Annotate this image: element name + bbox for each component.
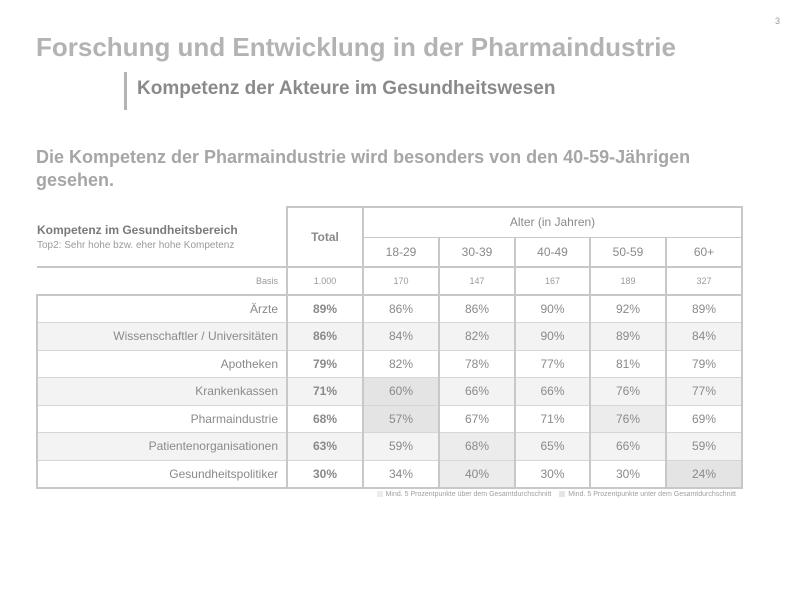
basis-value: 170 (363, 266, 440, 296)
row-value: 65% (515, 432, 591, 460)
row-value: 40% (439, 459, 516, 489)
table-row: Gesundheitspolitiker 30% 34% 40% 30% 30% 24% (36, 459, 743, 489)
table-row: Ärzte 89% 86% 86% 90% 92% 89% (36, 294, 743, 323)
age-group-label: 30-39 (439, 236, 516, 268)
row-total: 63% (286, 432, 364, 460)
row-label: Wissenschaftler / Universitäten (36, 322, 287, 350)
age-group-label: 60+ (666, 236, 743, 268)
table-row: Wissenschaftler / Universitäten 86% 84% 82%… (36, 322, 743, 350)
page-title: Forschung und Entwicklung in der Pharmai… (36, 32, 676, 62)
row-value: 76% (590, 377, 667, 405)
row-value: 79% (666, 349, 743, 378)
row-value: 59% (363, 432, 440, 460)
row-value: 89% (666, 294, 743, 323)
row-value: 76% (590, 404, 667, 433)
row-value: 71% (515, 404, 591, 433)
basis-row: Basis 1.000 170 147 167 189 327 (37, 266, 743, 296)
row-total: 79% (286, 349, 364, 378)
row-label: Gesundheitspolitiker (36, 459, 287, 489)
row-value: 57% (363, 404, 440, 433)
row-label: Krankenkassen (36, 377, 287, 405)
row-value: 84% (363, 322, 440, 350)
row-label: Apotheken (36, 349, 287, 378)
age-group-label: 18-29 (363, 236, 440, 268)
row-value: 66% (439, 377, 516, 405)
basis-value: 147 (439, 266, 516, 296)
page-subtitle: Kompetenz der Akteure im Gesundheitswese… (137, 78, 556, 99)
row-value: 66% (515, 377, 591, 405)
row-value: 68% (439, 432, 516, 460)
table-row: Patientenorganisationen 63% 59% 68% 65% 66% 59… (36, 432, 743, 460)
basis-total: 1.000 (286, 266, 364, 296)
row-value: 24% (666, 459, 743, 489)
row-value: 82% (363, 349, 440, 378)
table-row: Pharmaindustrie 68% 57% 67% 71% 76% 69% (36, 404, 743, 433)
basis-label: Basis (37, 266, 287, 296)
basis-value: 189 (590, 266, 667, 296)
age-group-label: 40-49 (515, 236, 591, 268)
age-group-label: 50-59 (590, 236, 667, 268)
age-group-header: Alter (in Jahren) (363, 206, 743, 238)
table-row: Apotheken 79% 82% 78% 77% 81% 79% (36, 349, 743, 378)
page-number: 3 (774, 16, 780, 26)
row-label: Pharmaindustrie (36, 404, 287, 433)
row-total: 86% (286, 322, 364, 350)
row-value: 69% (666, 404, 743, 433)
row-label: Patientenorganisationen (36, 432, 287, 460)
row-value: 84% (666, 322, 743, 350)
legend: Mind. 5 Prozentpunkte über dem Gesamtdur… (376, 491, 736, 498)
row-value: 86% (439, 294, 516, 323)
row-value: 34% (363, 459, 440, 489)
row-value: 30% (515, 459, 591, 489)
table-metric-header: Kompetenz im Gesundheitsbereich Top2: Se… (37, 207, 287, 267)
row-total: 71% (286, 377, 364, 405)
age-groups-row: 18-29 30-39 40-49 50-59 60+ (37, 236, 743, 268)
row-label: Ärzte (36, 294, 287, 323)
basis-value: 167 (515, 266, 591, 296)
below-average-swatch (559, 491, 566, 498)
table-row: Krankenkassen 71% 60% 66% 66% 76% 77% (36, 377, 743, 405)
row-value: 66% (590, 432, 667, 460)
row-value: 30% (590, 459, 667, 489)
row-value: 90% (515, 322, 591, 350)
metric-title: Kompetenz im Gesundheitsbereich (37, 222, 238, 237)
row-value: 77% (666, 377, 743, 405)
subtitle-block: Kompetenz der Akteure im Gesundheitswese… (124, 72, 555, 110)
row-total: 30% (286, 459, 364, 489)
basis-value: 327 (666, 266, 743, 296)
row-value: 90% (515, 294, 591, 323)
row-value: 86% (363, 294, 440, 323)
table-body: Ärzte 89% 86% 86% 90% 92% 89% Wissenschaftler /… (36, 294, 743, 489)
row-value: 82% (439, 322, 516, 350)
row-value: 77% (515, 349, 591, 378)
row-value: 89% (590, 322, 667, 350)
row-value: 81% (590, 349, 667, 378)
row-value: 60% (363, 377, 440, 405)
row-total: 68% (286, 404, 364, 433)
headline: Die Kompetenz der Pharmaindustrie wird b… (36, 147, 691, 190)
competence-table: Kompetenz im Gesundheitsbereich Top2: Se… (36, 206, 743, 489)
legend-above: Mind. 5 Prozentpunkte über dem Gesamtdur… (385, 491, 552, 498)
metric-subtitle: Top2: Sehr hohe bzw. eher hohe Kompetenz (37, 239, 235, 251)
row-total: 89% (286, 294, 364, 323)
legend-below: Mind. 5 Prozentpunkte unter dem Gesamtdu… (568, 491, 736, 498)
above-average-swatch (376, 491, 383, 498)
row-value: 59% (666, 432, 743, 460)
row-value: 78% (439, 349, 516, 378)
total-column-header: Total (286, 206, 364, 267)
row-value: 92% (590, 294, 667, 323)
row-value: 67% (439, 404, 516, 433)
